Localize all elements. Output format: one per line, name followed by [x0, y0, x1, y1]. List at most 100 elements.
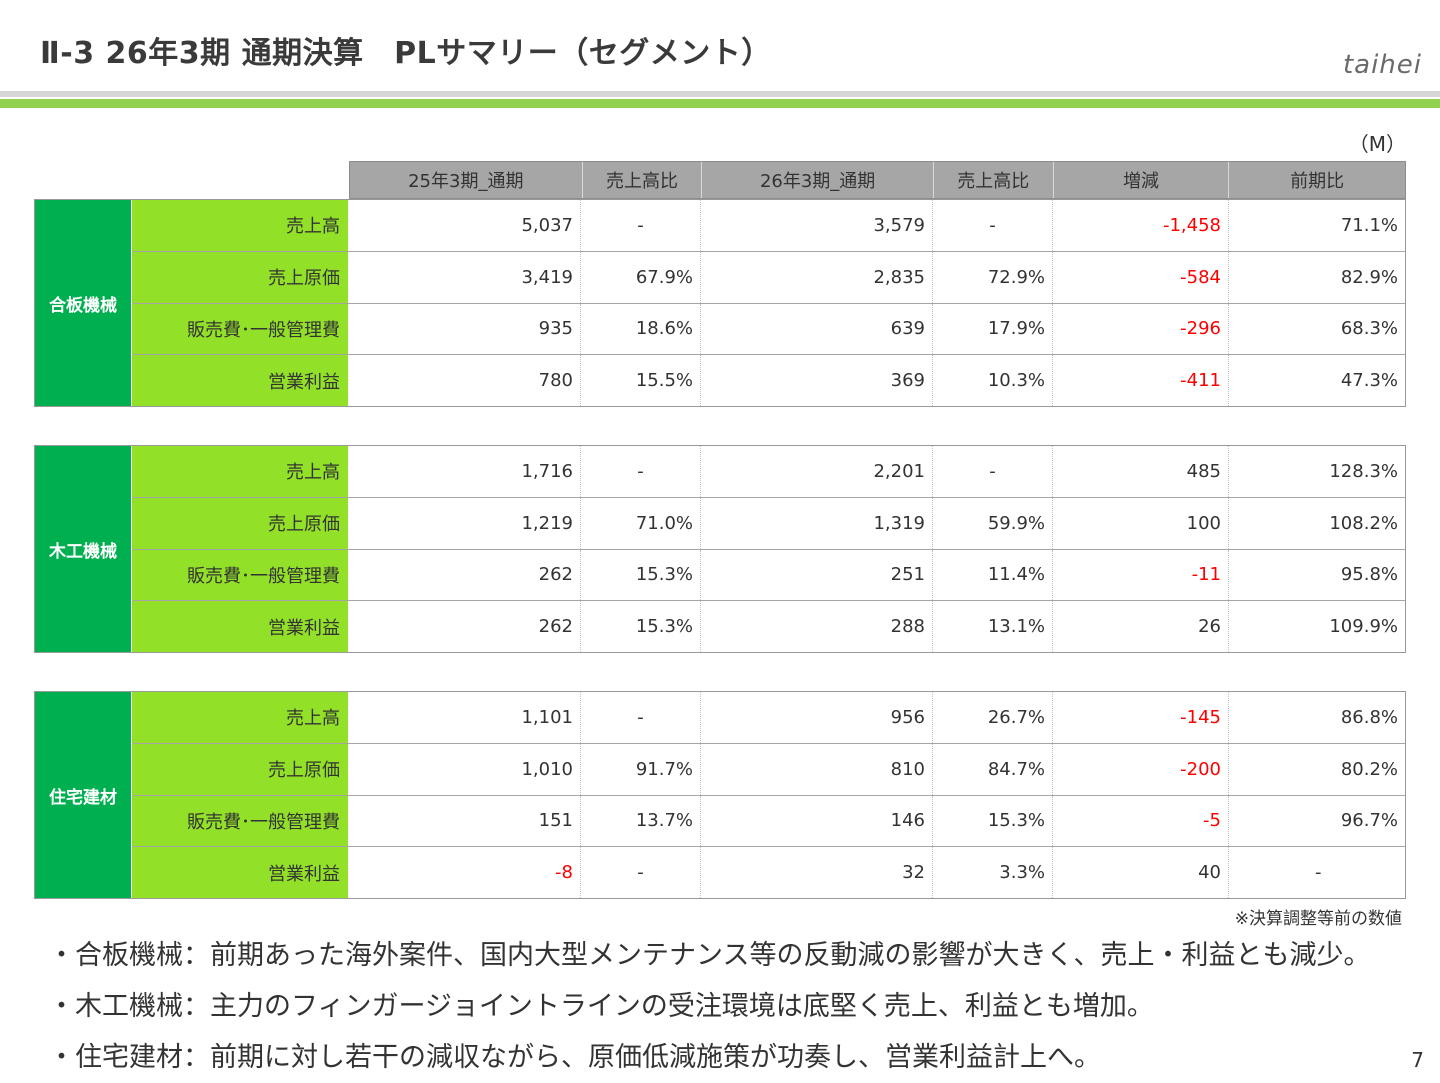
curr-value-cell: 2,835	[701, 251, 933, 303]
curr-value-cell: 288	[701, 601, 933, 652]
prev-ratio-cell: 18.6%	[581, 303, 701, 355]
prev-ratio-cell: 15.3%	[581, 601, 701, 652]
curr-value-cell: 956	[701, 692, 933, 743]
bullet-item: ・住宅建材：前期に対し若干の減収ながら、原価低減施策が功奏し、営業利益計上へ。	[48, 1042, 1101, 1073]
commentary: ・合板機械：前期あった海外案件、国内大型メンテナンス等の反動減の影響が大きく、売…	[48, 930, 1370, 1083]
curr-ratio-cell: -	[933, 446, 1053, 497]
prev-value-cell: 5,037	[348, 200, 581, 251]
prev-ratio-cell: -	[581, 446, 701, 497]
prev-ratio-cell: -	[581, 692, 701, 743]
yoy-cell: 68.3%	[1340, 318, 1398, 340]
header-divider-gray	[0, 91, 1440, 97]
curr-value-cell: 369	[701, 355, 933, 406]
table-row: 営業利益 -8-32 3.3% 40-	[132, 847, 1405, 898]
diff-cell: -584	[1053, 251, 1229, 303]
segment-name: 木工機械	[35, 446, 132, 652]
page-number: 7	[1411, 1048, 1424, 1072]
row-label: 売上原価	[132, 743, 348, 795]
curr-value-cell: 251	[701, 549, 933, 601]
table-row: 営業利益 262 15.3% 288 13.1% 26 109.9%	[132, 601, 1405, 652]
prev-ratio-cell: -	[581, 847, 701, 898]
header-divider-green	[0, 99, 1440, 108]
row-label: 販売費･一般管理費	[132, 795, 348, 847]
curr-ratio-cell: 72.9%	[933, 251, 1053, 303]
diff-cell: -200	[1053, 743, 1229, 795]
segment-name: 住宅建材	[35, 692, 132, 898]
prev-value-cell: 1,219	[348, 497, 581, 549]
yoy-cell: 47.3%	[1340, 370, 1398, 392]
diff-cell: -1,458	[1053, 200, 1229, 251]
column-header: 26年3期_通期	[702, 162, 934, 198]
column-header: 前期比	[1290, 171, 1345, 192]
curr-value-cell: 3,579	[701, 200, 933, 251]
row-label: 営業利益	[132, 847, 348, 898]
curr-ratio-cell: 10.3%	[933, 355, 1053, 406]
prev-value-cell: -8	[348, 847, 581, 898]
yoy-cell: 95.8%	[1340, 564, 1398, 586]
yoy-cell: 128.3%	[1329, 460, 1398, 482]
bullet-item: ・合板機械：前期あった海外案件、国内大型メンテナンス等の反動減の影響が大きく、売…	[48, 940, 1371, 971]
segment-table: 住宅建材 売上高 1,101-956 26.7% -145 86.8% 売上原価 1,010 9…	[34, 691, 1406, 899]
yoy-cell: 108.2%	[1329, 512, 1398, 534]
row-label: 営業利益	[132, 355, 348, 406]
yoy-cell: 71.1%	[1340, 214, 1398, 236]
prev-ratio-cell: 15.3%	[581, 549, 701, 601]
unit-label: （M）	[1348, 132, 1406, 156]
prev-value-cell: 262	[348, 549, 581, 601]
curr-ratio-cell: 59.9%	[933, 497, 1053, 549]
row-label: 売上高	[132, 446, 348, 497]
column-header: 25年3期_通期	[350, 162, 583, 198]
prev-value-cell: 1,716	[348, 446, 581, 497]
curr-value-cell: 32	[701, 847, 933, 898]
diff-cell: 100	[1053, 497, 1229, 549]
prev-ratio-cell: 67.9%	[581, 251, 701, 303]
segment-table: 木工機械 売上高 1,716-2,201-485 128.3% 売上原価 1,219 71.…	[34, 445, 1406, 653]
curr-value-cell: 810	[701, 743, 933, 795]
table-row: 販売費･一般管理費 935 18.6% 639 17.9% -296 68.3%	[132, 303, 1405, 356]
curr-ratio-cell: 84.7%	[933, 743, 1053, 795]
yoy-cell: 80.2%	[1340, 758, 1398, 780]
curr-ratio-cell: 11.4%	[933, 549, 1053, 601]
table-row: 売上高 1,716-2,201-485 128.3%	[132, 446, 1405, 498]
diff-cell: -11	[1053, 549, 1229, 601]
prev-ratio-cell: 15.5%	[581, 355, 701, 406]
prev-value-cell: 151	[348, 795, 581, 847]
row-label: 売上高	[132, 200, 348, 251]
curr-ratio-cell: 15.3%	[933, 795, 1053, 847]
company-logo: taihei	[1342, 50, 1422, 80]
prev-ratio-cell: 91.7%	[581, 743, 701, 795]
column-header: 売上高比	[583, 162, 703, 198]
diff-cell: -5	[1053, 795, 1229, 847]
yoy-cell: 86.8%	[1340, 706, 1398, 728]
curr-ratio-cell: 13.1%	[933, 601, 1053, 652]
curr-value-cell: 2,201	[701, 446, 933, 497]
table-row: 売上原価 1,219 71.0% 1,319 59.9% 100 108.2%	[132, 497, 1405, 550]
footnote: ※決算調整等前の数値	[1234, 909, 1402, 929]
slide-title: Ⅱ-3 26年3期 通期決算 PLサマリー（セグメント）	[40, 36, 772, 71]
diff-cell: -296	[1053, 303, 1229, 355]
yoy-cell: 82.9%	[1340, 266, 1398, 288]
row-label: 売上原価	[132, 251, 348, 303]
prev-value-cell: 1,101	[348, 692, 581, 743]
diff-cell: -411	[1053, 355, 1229, 406]
table-row: 営業利益 780 15.5% 369 10.3% -411 47.3%	[132, 355, 1405, 406]
prev-ratio-cell: 13.7%	[581, 795, 701, 847]
table-row: 売上高 5,037-3,579- -1,458 71.1%	[132, 200, 1405, 252]
segment-table: 合板機械 売上高 5,037-3,579- -1,458 71.1% 売上原価 3,419 6…	[34, 199, 1406, 407]
prev-value-cell: 262	[348, 601, 581, 652]
prev-ratio-cell: 71.0%	[581, 497, 701, 549]
bullet-item: ・木工機械：主力のフィンガージョイントラインの受注環境は底堅く売上、利益とも増加…	[48, 991, 1154, 1022]
column-header: 売上高比	[934, 162, 1054, 198]
prev-value-cell: 3,419	[348, 251, 581, 303]
diff-cell: 485	[1053, 446, 1229, 497]
curr-ratio-cell: 26.7%	[933, 692, 1053, 743]
row-label: 販売費･一般管理費	[132, 549, 348, 601]
segment-name: 合板機械	[35, 200, 132, 406]
table-header: 25年3期_通期 売上高比 26年3期_通期 売上高比 増減 前期比	[349, 161, 1406, 199]
curr-value-cell: 1,319	[701, 497, 933, 549]
yoy-cell: 96.7%	[1340, 810, 1398, 832]
curr-value-cell: 146	[701, 795, 933, 847]
diff-cell: -145	[1053, 692, 1229, 743]
curr-value-cell: 639	[701, 303, 933, 355]
row-label: 売上原価	[132, 497, 348, 549]
